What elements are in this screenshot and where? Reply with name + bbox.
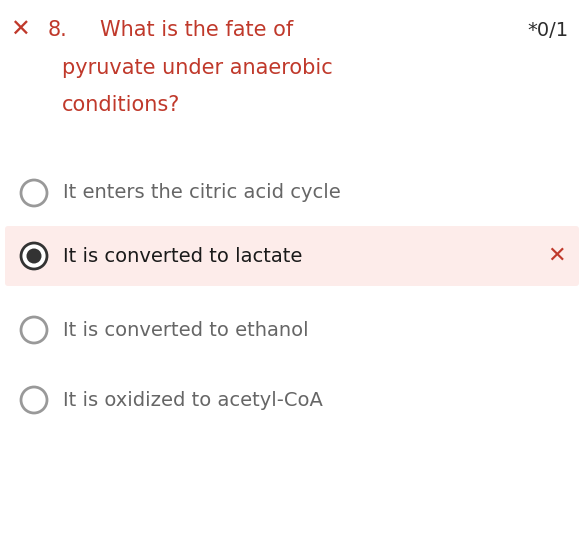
Text: *0/1: *0/1 xyxy=(527,20,568,39)
Text: pyruvate under anaerobic: pyruvate under anaerobic xyxy=(62,58,333,78)
Circle shape xyxy=(21,180,47,206)
Text: 8.: 8. xyxy=(48,20,68,40)
Circle shape xyxy=(21,317,47,343)
Circle shape xyxy=(21,387,47,413)
Text: What is the fate of: What is the fate of xyxy=(100,20,293,40)
Text: It is oxidized to acetyl-CoA: It is oxidized to acetyl-CoA xyxy=(63,391,323,409)
FancyBboxPatch shape xyxy=(5,226,579,286)
Circle shape xyxy=(26,248,41,263)
Text: It is converted to ethanol: It is converted to ethanol xyxy=(63,320,308,340)
Circle shape xyxy=(21,243,47,269)
Text: ✕: ✕ xyxy=(10,18,30,42)
Text: It is converted to lactate: It is converted to lactate xyxy=(63,246,303,265)
Text: ✕: ✕ xyxy=(547,246,565,266)
Text: It enters the citric acid cycle: It enters the citric acid cycle xyxy=(63,183,340,203)
Text: conditions?: conditions? xyxy=(62,95,180,115)
